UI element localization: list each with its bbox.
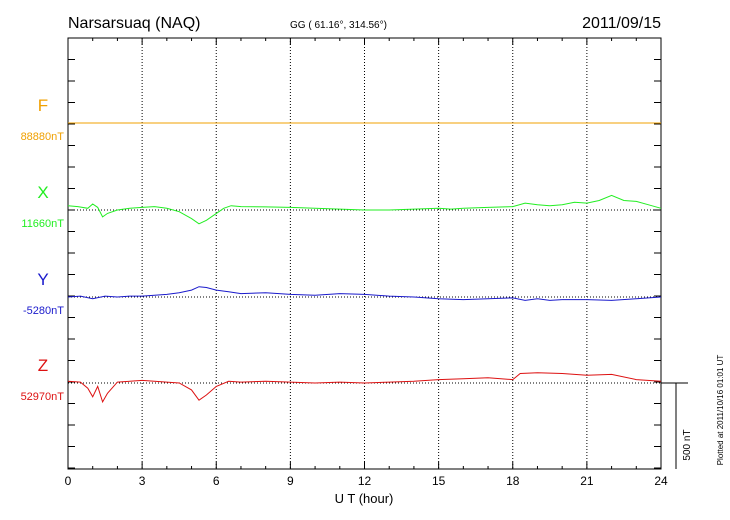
series-line-x: [67, 194, 662, 225]
scale-bar-label: 500 nT: [682, 429, 693, 460]
x-tick-label-24: 24: [654, 474, 668, 488]
plot-date: 2011/09/15: [582, 15, 661, 32]
x-tick-label-9: 9: [287, 474, 294, 488]
x-tick-label-12: 12: [358, 474, 372, 488]
series-baseline-label-f: 88880nT: [21, 131, 65, 143]
series-labels: F 88880nT X 11660nT Y -5280nT Z 52970nT: [21, 96, 65, 403]
station-title: Narsarsuaq (NAQ): [68, 15, 200, 32]
x-tick-labels: 0 3 6 9 12 15 18 21 24: [65, 474, 668, 488]
series-baseline-label-x: 11660nT: [21, 218, 64, 230]
x-tick-label-15: 15: [432, 474, 446, 488]
grid-lines: [141, 38, 588, 469]
x-tick-label-21: 21: [580, 474, 594, 488]
series-baseline-label-z: 52970nT: [21, 391, 65, 403]
series-name-x: X: [37, 183, 48, 202]
x-axis-label: U T (hour): [335, 491, 394, 506]
series-name-z: Z: [38, 356, 48, 375]
scale-bar: 500 nT: [661, 382, 693, 469]
series-name-f: F: [38, 96, 48, 115]
series-name-y: Y: [37, 270, 48, 289]
x-tick-label-0: 0: [65, 474, 72, 488]
series-line-y: [67, 286, 662, 301]
series-line-z: [67, 372, 662, 404]
series-traces: [67, 122, 662, 404]
series-baseline-label-y: -5280nT: [23, 305, 64, 317]
x-tick-label-3: 3: [139, 474, 146, 488]
station-coords: GG ( 61.16°, 314.56°): [290, 20, 387, 31]
x-tick-label-6: 6: [213, 474, 220, 488]
axis-ticks: [67, 38, 662, 469]
plotted-timestamp: Plotted at 2011/10/16 01:01 UT: [716, 355, 725, 466]
x-tick-label-18: 18: [506, 474, 520, 488]
